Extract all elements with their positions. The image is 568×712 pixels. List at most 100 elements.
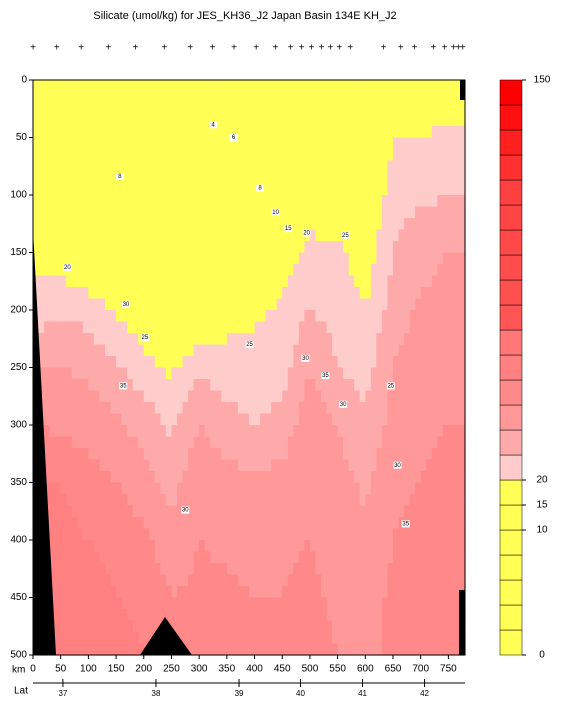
contour-cell (60, 287, 67, 300)
contour-cell (448, 218, 453, 231)
contour-cell (44, 264, 51, 277)
contour-cell (55, 632, 62, 645)
colorbar-segment (499, 354, 523, 381)
contour-cell (337, 471, 344, 484)
contour-cell (33, 241, 40, 254)
contour-cell (204, 517, 211, 530)
contour-cell (293, 252, 300, 265)
contour-cell (221, 586, 228, 599)
contour-cell (232, 448, 239, 461)
contour-cell (315, 287, 322, 300)
contour-cell (426, 356, 433, 369)
contour-cell (49, 551, 56, 564)
contour-cell (376, 195, 383, 208)
contour-cell (298, 298, 305, 311)
contour-cell (154, 367, 161, 380)
contour-cell (249, 643, 256, 656)
contour-cell (442, 206, 449, 219)
contour-cell (437, 321, 444, 334)
contour-cell (420, 183, 427, 196)
contour-cell (393, 632, 400, 645)
contour-cell (127, 333, 134, 346)
contour-cell (381, 91, 389, 104)
contour-cell (321, 195, 328, 208)
contour-cell (127, 390, 134, 403)
contour-cell (254, 517, 261, 530)
contour-cell (437, 540, 444, 553)
contour-cell (287, 229, 294, 242)
contour-cell (271, 241, 278, 254)
contour-cell (304, 367, 311, 380)
colorbar-segment (499, 429, 523, 456)
contour-cell (451, 160, 456, 173)
contour-cell (381, 241, 389, 254)
contour-cell (71, 540, 78, 553)
contour-cell (71, 632, 78, 645)
contour-cell (82, 287, 89, 300)
contour-cell (204, 275, 211, 288)
contour-cell (204, 620, 211, 633)
contour-cell (171, 563, 178, 576)
contour-cell (393, 218, 400, 231)
contour-cell (404, 149, 411, 162)
contour-cell (226, 252, 233, 265)
contour-cell (232, 540, 239, 553)
contour-cell (451, 321, 456, 334)
contour-cell (431, 643, 438, 656)
contour-cell (138, 574, 145, 587)
contour-cell (376, 149, 383, 162)
contour-cell (326, 574, 333, 587)
contour-cell (260, 413, 267, 426)
contour-cell (193, 287, 200, 300)
contour-cell (359, 505, 366, 518)
contour-cell (315, 540, 322, 553)
contour-cell (348, 563, 355, 576)
contour-cell (226, 402, 233, 415)
contour-cell (426, 218, 433, 231)
contour-cell (409, 379, 416, 392)
contour-cell (348, 643, 355, 656)
contour-cell (393, 540, 400, 553)
contour-cell (343, 413, 350, 426)
contour-cell (199, 241, 206, 254)
contour-cell (448, 551, 453, 564)
contour-cell (249, 149, 256, 162)
contour-cell (105, 252, 112, 265)
contour-cell (437, 241, 444, 254)
contour-cell (398, 333, 405, 346)
contour-cell (442, 632, 449, 645)
contour-cell (105, 229, 112, 242)
contour-cell (260, 459, 267, 472)
contour-cell (354, 310, 361, 323)
contour-cell (315, 448, 322, 461)
contour-cell (49, 494, 56, 507)
contour-cell (393, 298, 400, 311)
contour-cell (55, 91, 62, 104)
contour-cell (121, 540, 128, 553)
colorbar-segment (499, 254, 523, 281)
contour-cell (105, 459, 112, 472)
contour-cell (437, 149, 444, 162)
contour-cell (309, 551, 317, 564)
contour-cell (271, 114, 278, 127)
contour-cell (298, 471, 305, 484)
contour-cell (404, 643, 411, 656)
contour-cell (143, 540, 150, 553)
contour-cell (309, 80, 317, 93)
contour-cell (49, 517, 56, 530)
contour-cell (343, 551, 350, 564)
contour-cell (376, 264, 383, 277)
contour-cell (437, 494, 444, 507)
contour-cell (221, 563, 228, 576)
annotation-bg (302, 229, 311, 237)
contour-cell (458, 356, 463, 369)
contour-cell (348, 425, 355, 438)
x-tick-label: 200 (135, 664, 152, 675)
contour-cell (199, 367, 206, 380)
contour-cell (337, 275, 344, 288)
contour-cell (404, 218, 411, 231)
contour-cell (321, 344, 328, 357)
contour-cell (298, 517, 305, 530)
contour-cell (293, 425, 300, 438)
contour-cell (451, 436, 456, 449)
